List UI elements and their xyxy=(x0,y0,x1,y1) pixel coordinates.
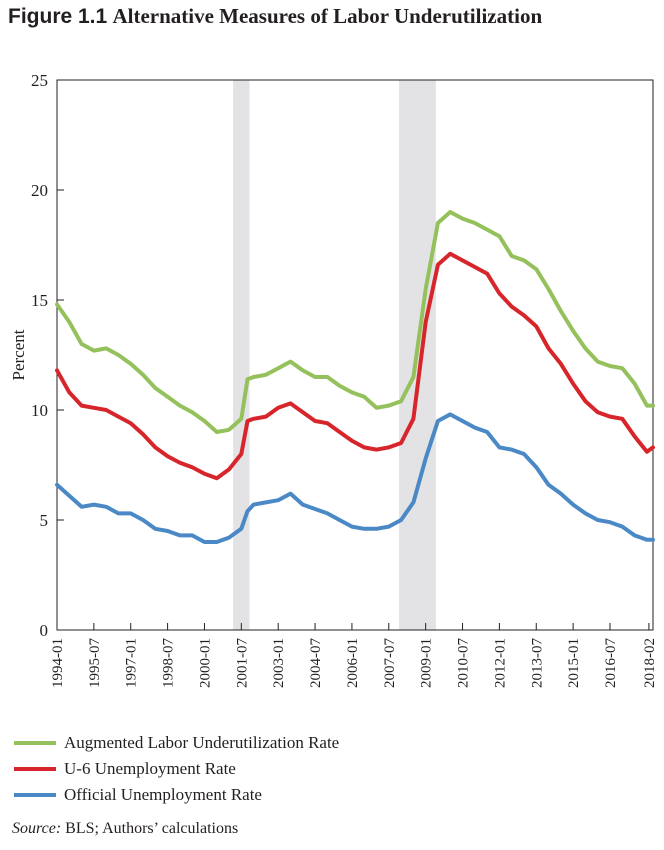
legend-label-official: Official Unemployment Rate xyxy=(64,785,262,804)
recession-band-0 xyxy=(233,80,250,630)
y-tick-label: 10 xyxy=(31,401,48,420)
x-tick-label: 1995-07 xyxy=(87,638,103,688)
x-tick-label: 2003-01 xyxy=(271,638,287,688)
x-tick-label: 1998-07 xyxy=(161,638,177,688)
legend-swatch-augmented xyxy=(14,741,56,745)
x-tick-label: 2012-01 xyxy=(492,638,508,688)
plot-frame xyxy=(56,79,654,631)
x-tick-label: 2007-07 xyxy=(382,638,398,688)
y-tick-label: 20 xyxy=(31,181,48,200)
series-line-1 xyxy=(55,251,655,481)
y-tick-label: 25 xyxy=(31,71,48,90)
chart-legend: Augmented Labor Underutilization Rate U-… xyxy=(14,730,339,808)
x-tick-label: 2001-07 xyxy=(234,638,250,688)
figure-title: Figure 1.1 Alternative Measures of Labor… xyxy=(8,4,542,29)
legend-item-augmented: Augmented Labor Underutilization Rate xyxy=(14,730,339,756)
figure-number: Figure 1.1 xyxy=(8,5,108,28)
y-tick-label: 15 xyxy=(31,291,48,310)
legend-label-augmented: Augmented Labor Underutilization Rate xyxy=(64,733,340,752)
y-axis-label: Percent xyxy=(9,329,28,380)
x-tick-label: 1994-01 xyxy=(50,638,66,688)
legend-item-u6: U-6 Unemployment Rate xyxy=(14,756,339,782)
series-line-2 xyxy=(55,412,655,544)
x-tick-label: 2010-07 xyxy=(456,638,472,688)
line-chart: 0 5 10 15 20 25 1994-01 1995-07 1997-01 1998-07 20… xyxy=(9,71,658,688)
source-note: Source: BLS; Authors’ calculations xyxy=(12,820,238,838)
x-tick-label: 2015-01 xyxy=(566,638,582,688)
legend-swatch-official xyxy=(14,793,56,797)
y-tick-label: 0 xyxy=(40,621,49,640)
x-tick-label: 1997-01 xyxy=(124,638,140,688)
x-tick-label: 2013-07 xyxy=(529,638,545,688)
source-label: Source: xyxy=(12,820,62,837)
series-line-0 xyxy=(55,210,655,434)
x-tick-label: 2018-02 xyxy=(642,638,658,688)
source-text: BLS; Authors’ calculations xyxy=(61,820,239,837)
x-tick-label: 2009-01 xyxy=(419,638,435,688)
figure-title-text: Alternative Measures of Labor Underutili… xyxy=(112,4,543,28)
legend-label-u6: U-6 Unemployment Rate xyxy=(64,759,236,778)
x-tick-label: 2016-07 xyxy=(603,638,619,688)
x-tick-label: 2004-07 xyxy=(308,638,324,688)
legend-swatch-u6 xyxy=(14,767,56,771)
x-tick-label: 2006-01 xyxy=(345,638,361,688)
x-tick-label: 2000-01 xyxy=(197,638,213,688)
legend-item-official: Official Unemployment Rate xyxy=(14,782,339,808)
y-tick-label: 5 xyxy=(40,511,49,530)
